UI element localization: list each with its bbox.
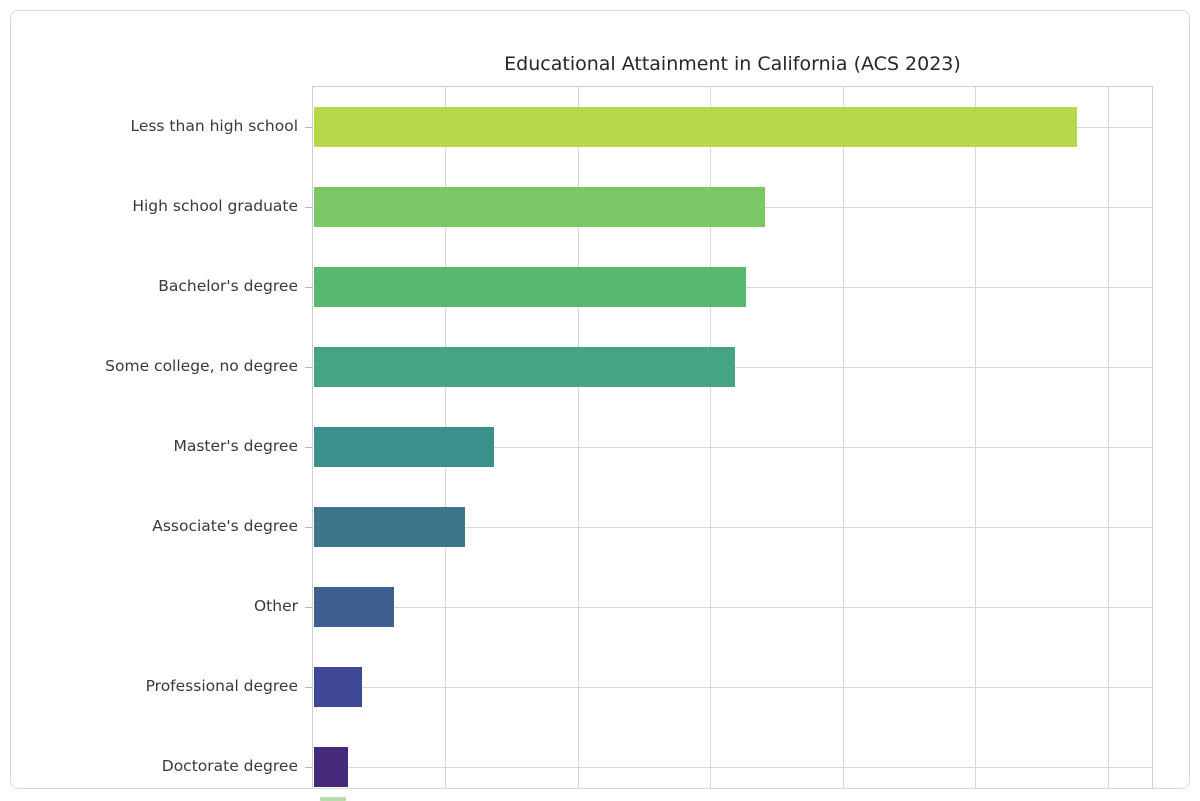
gridline-horizontal: [313, 447, 1152, 448]
gridline-vertical: [710, 87, 711, 788]
plot-area: [305, 86, 1153, 788]
y-axis-label-doctorate-degree: Doctorate degree: [161, 757, 298, 775]
bar-associate-s-degree: [314, 507, 465, 547]
bar-less-than-high-school: [314, 107, 1077, 147]
gridline-horizontal: [313, 527, 1152, 528]
y-axis-label-master-s-degree: Master's degree: [173, 437, 298, 455]
bar-bachelor-s-degree: [314, 267, 746, 307]
gridline-vertical: [843, 87, 844, 788]
gridline-horizontal: [313, 767, 1152, 768]
chart-card: Educational Attainment in California (AC…: [10, 10, 1190, 789]
bar-doctorate-degree: [314, 747, 348, 787]
gridline-horizontal: [313, 687, 1152, 688]
y-axis-tick: [305, 287, 312, 288]
bar-master-s-degree: [314, 427, 494, 467]
y-axis-tick: [305, 207, 312, 208]
y-axis-tick: [305, 447, 312, 448]
gridline-horizontal: [313, 607, 1152, 608]
chart-title: Educational Attainment in California (AC…: [504, 53, 961, 75]
bar-high-school-graduate: [314, 187, 765, 227]
y-axis-tick: [305, 687, 312, 688]
y-axis-label-other: Other: [253, 597, 298, 615]
y-axis-tick: [305, 767, 312, 768]
gridline-vertical: [1108, 87, 1109, 788]
bar-other: [314, 587, 394, 627]
y-axis-label-less-than-high-school: Less than high school: [130, 117, 298, 135]
y-axis-label-high-school-graduate: High school graduate: [132, 197, 298, 215]
y-axis-label-bachelor-s-degree: Bachelor's degree: [158, 277, 298, 295]
gridline-vertical: [975, 87, 976, 788]
bar-professional-degree: [314, 667, 362, 707]
y-axis-label-some-college-no-degree: Some college, no degree: [105, 357, 298, 375]
partial-chart-fragment: [320, 797, 346, 801]
bar-some-college-no-degree: [314, 347, 735, 387]
y-axis-tick: [305, 367, 312, 368]
y-axis-tick: [305, 127, 312, 128]
y-axis-label-associate-s-degree: Associate's degree: [152, 517, 298, 535]
gridline-vertical: [578, 87, 579, 788]
y-axis-tick: [305, 607, 312, 608]
y-axis-tick: [305, 527, 312, 528]
y-axis-label-professional-degree: Professional degree: [145, 677, 298, 695]
